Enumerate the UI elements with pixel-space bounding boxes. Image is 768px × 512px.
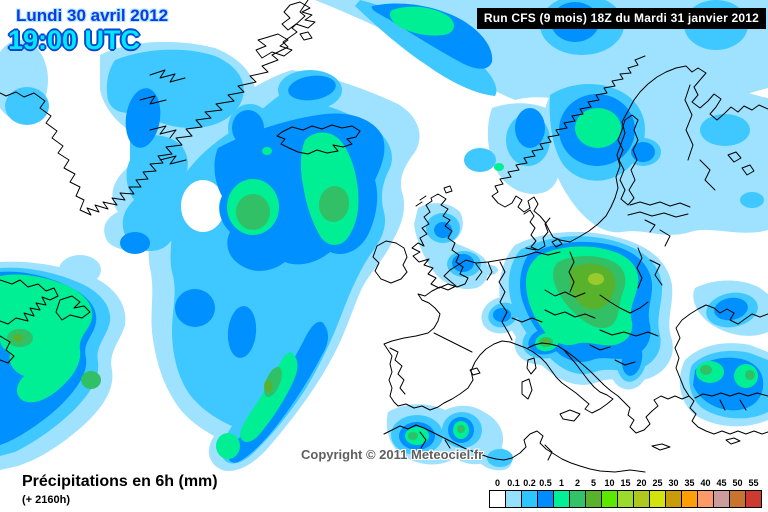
legend-value-label: 0 xyxy=(494,478,500,488)
legend-value-label: 0.1 xyxy=(507,478,520,488)
legend-value-label: 40 xyxy=(700,478,711,488)
legend-title: Précipitations en 6h (mm) xyxy=(22,473,218,490)
legend-color-cell xyxy=(553,490,570,508)
legend-color-cell xyxy=(537,490,554,508)
legend-value-label: 35 xyxy=(684,478,695,488)
legend-color-cell xyxy=(489,490,506,508)
legend-value-label: 15 xyxy=(620,478,631,488)
forecast-date: Lundi 30 avril 2012 xyxy=(16,6,169,25)
legend-value-label: 10 xyxy=(604,478,615,488)
legend-value-labels: 0 0.1 0.2 0.5 1 2 5 10 15 20 25 30 35 40 45 50 55 xyxy=(489,478,762,488)
legend-color-cell xyxy=(585,490,602,508)
legend-value-label: 25 xyxy=(652,478,663,488)
legend-value-label: 30 xyxy=(668,478,679,488)
legend-color-cell xyxy=(665,490,682,508)
model-run-info: Run CFS (9 mois) 18Z du Mardi 31 janvier… xyxy=(476,8,766,29)
legend-forecast-hour: (+ 2160h) xyxy=(22,494,70,506)
legend-value-label: 2 xyxy=(574,478,580,488)
legend-value-label: 1 xyxy=(558,478,564,488)
legend-color-cell xyxy=(505,490,522,508)
legend-color-cell xyxy=(569,490,586,508)
dry-slot xyxy=(181,180,225,232)
legend-scale xyxy=(489,490,762,508)
legend-color-cell xyxy=(617,490,634,508)
legend-color-cell xyxy=(521,490,538,508)
copyright-notice: Copyright © 2011 Meteociel.fr xyxy=(301,447,484,462)
legend-color-cell xyxy=(601,490,618,508)
legend-color-cell xyxy=(681,490,698,508)
legend-color-cell xyxy=(713,490,730,508)
legend-color-cell xyxy=(697,490,714,508)
legend-value-label: 55 xyxy=(748,478,759,488)
legend-value-label: 0.5 xyxy=(539,478,552,488)
legend-value-label: 45 xyxy=(716,478,727,488)
legend-value-label: 50 xyxy=(732,478,743,488)
legend-value-label: 5 xyxy=(590,478,596,488)
legend-color-cell xyxy=(729,490,746,508)
coastlines xyxy=(0,0,768,473)
legend-color-cell xyxy=(633,490,650,508)
legend-color-cell xyxy=(745,490,762,508)
forecast-time: 19:00 UTC xyxy=(8,25,141,55)
legend-color-cell xyxy=(649,490,666,508)
legend-value-label: 0.2 xyxy=(523,478,536,488)
legend-value-label: 20 xyxy=(636,478,647,488)
